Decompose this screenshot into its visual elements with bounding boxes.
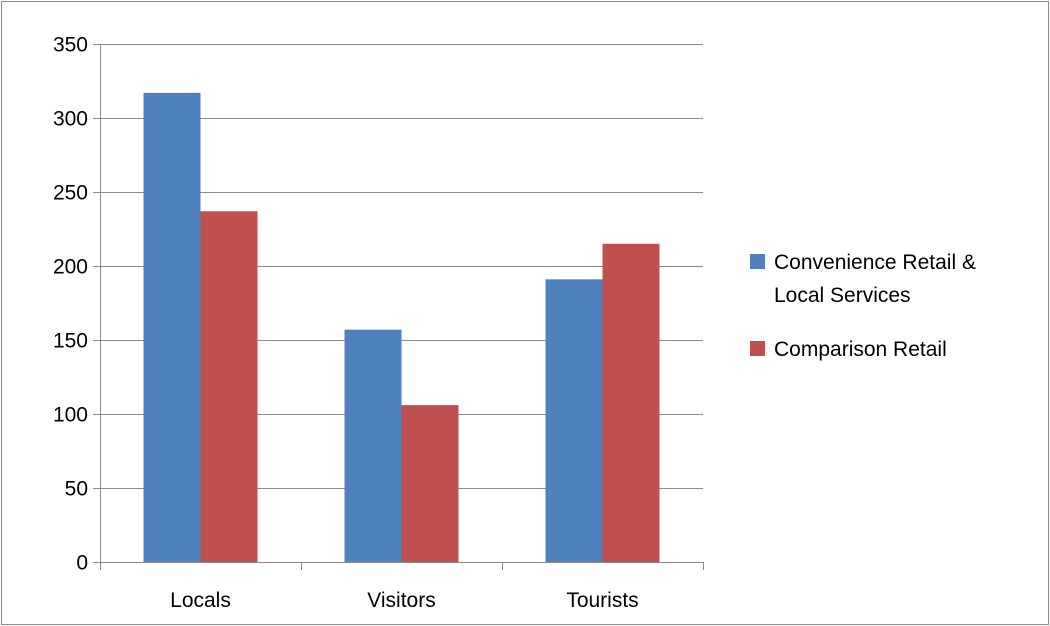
y-tick-label: 0 (76, 552, 88, 575)
legend: Convenience Retail & Local Services Compar… (750, 251, 976, 361)
x-category-label: Visitors (367, 589, 435, 612)
bar-locals-series-1 (143, 92, 201, 562)
x-category-label: Locals (170, 589, 231, 612)
x-category-label: Tourists (566, 589, 638, 612)
y-tick-label: 100 (53, 404, 88, 427)
y-tick-label: 50 (65, 478, 88, 501)
y-axis-tick-labels: 0 50 100 150 200 250 300 350 (53, 34, 88, 575)
legend-label-series-1: Convenience Retail & Local Services (774, 251, 976, 307)
bar-visitors-series-2 (401, 405, 459, 562)
bar-tourists-series-2 (602, 243, 660, 563)
legend-label-series-2: Comparison Retail (774, 338, 947, 361)
bar-visitors-series-1 (344, 329, 402, 562)
legend-swatch-series-1 (750, 254, 765, 269)
axes (93, 44, 704, 570)
y-tick-label: 250 (53, 182, 88, 205)
y-tick-label: 300 (53, 108, 88, 131)
y-tick-label: 200 (53, 256, 88, 279)
bar-locals-series-2 (200, 211, 258, 563)
y-tick-label: 350 (53, 34, 88, 57)
bar-tourists-series-1 (545, 279, 603, 562)
x-axis-category-labels: Locals Visitors Tourists (170, 589, 639, 612)
legend-swatch-series-2 (750, 341, 765, 356)
bars (143, 92, 660, 563)
y-tick-label: 150 (53, 330, 88, 353)
